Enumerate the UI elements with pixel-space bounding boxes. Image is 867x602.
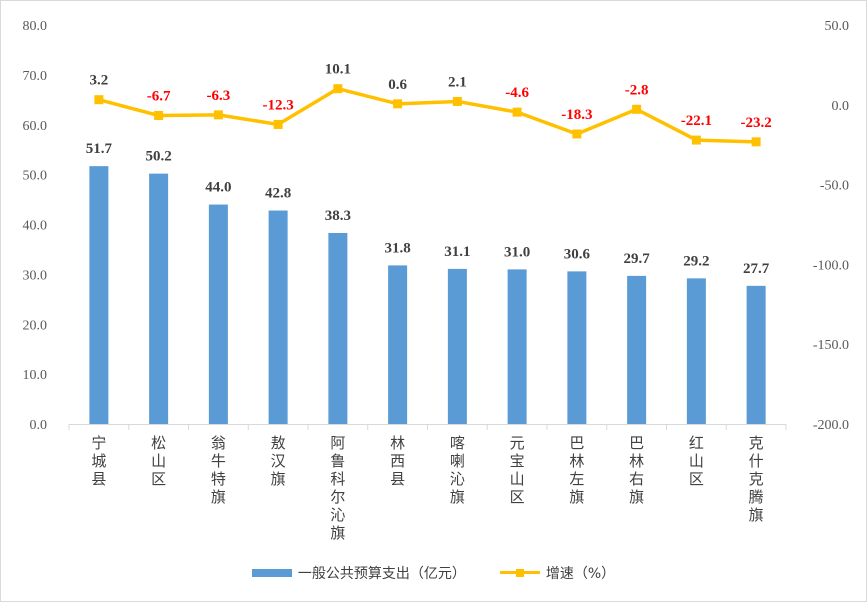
line-data-label: -2.8 [625, 82, 649, 98]
legend-label-growth: 增速（%） [545, 566, 616, 582]
y-left-tick-label: 70.0 [23, 69, 48, 84]
line-data-label: 0.6 [388, 77, 407, 93]
bar-data-label: 42.8 [265, 186, 291, 202]
line-series [94, 84, 761, 147]
y-right-tick-label: 0.0 [832, 99, 850, 114]
line-data-label: -6.3 [207, 88, 231, 104]
bar [149, 173, 169, 424]
bar [507, 269, 527, 424]
line-point [691, 135, 701, 145]
y-left-tick-label: 40.0 [23, 219, 48, 234]
category-label: 巴林左旗 [569, 434, 584, 506]
category-label: 喀喇沁旗 [450, 434, 465, 506]
y-left-tick-label: 30.0 [23, 268, 48, 283]
legend-item-spending: 一般公共预算支出（亿元） [251, 563, 466, 583]
y-right-tick-label: -150.0 [813, 338, 849, 353]
bar [268, 210, 288, 424]
category-label: 阿鲁科尔沁旗 [330, 434, 345, 542]
line-data-label: -23.2 [741, 115, 772, 131]
line-point [572, 129, 582, 139]
category-label: 克什克腾旗 [749, 434, 764, 524]
bar-data-label: 51.7 [86, 141, 113, 157]
line-data-label: -12.3 [263, 97, 294, 113]
bar [328, 232, 348, 424]
bar [686, 278, 706, 424]
bar [746, 285, 766, 424]
bar-data-label: 29.7 [624, 251, 651, 267]
axes: 0.0 10.0 20.0 30.0 40.0 50.0 60.0 70.0 80.0 -200.… [23, 19, 850, 433]
category-label: 敖汉旗 [271, 434, 286, 488]
line-point [333, 84, 343, 94]
y-left-tick-label: 80.0 [23, 19, 48, 34]
bar [567, 271, 587, 424]
line-point [452, 96, 462, 106]
line-data-label: -6.7 [147, 88, 171, 104]
line-data-label: -22.1 [681, 113, 712, 129]
legend-label-spending: 一般公共预算支出（亿元） [297, 566, 466, 582]
bar [89, 166, 109, 425]
y-left-tick-label: 60.0 [23, 119, 48, 134]
y-left-tick-label: 20.0 [23, 318, 48, 333]
bar-data-label: 38.3 [325, 208, 351, 224]
y-left-tick-label: 10.0 [23, 368, 48, 383]
y-right-tick-label: -50.0 [820, 179, 849, 194]
line-point [751, 137, 761, 147]
bar-data-label: 50.2 [146, 149, 172, 165]
category-label: 翁牛特旗 [211, 434, 226, 506]
line-point [154, 110, 164, 120]
line-point [94, 95, 104, 105]
bar [388, 265, 408, 424]
category-label: 松山区 [151, 434, 166, 488]
bar-data-label: 31.0 [504, 244, 530, 260]
bar-data-label: 27.7 [743, 261, 770, 277]
category-label: 宁城县 [91, 434, 106, 488]
line-point [393, 99, 403, 109]
growth-line [98, 86, 757, 144]
legend: 一般公共预算支出（亿元） 增速（%） [1, 563, 866, 583]
bar-data-label: 29.2 [683, 253, 709, 269]
line-data-label: -4.6 [505, 85, 529, 101]
line-data-label: 2.1 [448, 74, 467, 90]
bar-data-label: 30.6 [564, 246, 591, 262]
y-right-tick-label: -200.0 [813, 418, 849, 433]
line-point [213, 110, 223, 120]
bar [208, 204, 228, 424]
legend-item-growth: 增速（%） [499, 563, 616, 583]
bar-series [89, 166, 766, 425]
legend-line-swatch [499, 568, 540, 578]
y-right-tick-label: 50.0 [825, 19, 850, 34]
bar [627, 275, 647, 424]
line-point [512, 107, 522, 117]
y-left-tick-label: 0.0 [30, 418, 48, 433]
line-point [273, 119, 283, 129]
line-data-label: 10.1 [325, 62, 351, 78]
data-labels: 51.7 50.2 44.0 42.8 38.3 31.8 31.1 31.0 30.6 29.7… [86, 62, 772, 277]
y-left-tick-label: 50.0 [23, 169, 48, 184]
bar-data-label: 31.8 [385, 240, 411, 256]
category-label: 元宝山区 [510, 434, 525, 506]
y-right-tick-label: -100.0 [813, 258, 849, 273]
category-label: 林西县 [390, 434, 405, 488]
line-data-label: 3.2 [90, 73, 109, 89]
bar-data-label: 44.0 [205, 180, 231, 196]
legend-bar-swatch [251, 569, 292, 577]
line-data-label: -18.3 [561, 107, 592, 123]
bar [447, 268, 467, 424]
line-point [632, 104, 642, 114]
category-label: 巴林右旗 [629, 434, 644, 506]
category-label: 红山区 [689, 434, 704, 488]
category-labels: 宁城县 松山区 翁牛特旗 敖汉旗 阿鲁科尔沁旗 林西县 喀喇沁旗 元宝山区 巴林左旗 巴林右旗 红山… [91, 434, 763, 542]
bar-data-label: 31.1 [444, 244, 470, 260]
